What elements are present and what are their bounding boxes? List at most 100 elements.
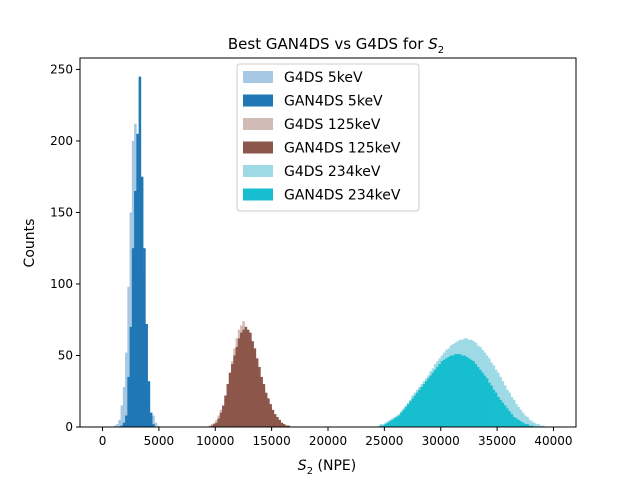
x-tick-label: 30000 [422, 434, 460, 448]
x-tick-label: 40000 [534, 434, 572, 448]
bar-gan4ds-5kev-10 [127, 376, 130, 427]
bar-g4ds-234kev-67 [528, 419, 532, 427]
bar-gan4ds-5kev-14 [136, 133, 139, 428]
bar-g4ds-5kev-6 [118, 419, 121, 427]
bar-g4ds-234kev-66 [526, 416, 529, 427]
bar-gan4ds-234kev-27 [438, 364, 442, 427]
bar-gan4ds-125kev-2 [213, 424, 216, 427]
bar-g4ds-234kev-64 [521, 412, 525, 427]
bar-gan4ds-5kev-13 [134, 191, 137, 427]
legend-label-gan4ds-125kev: GAN4DS 125keV [284, 141, 401, 157]
bar-gan4ds-234kev-18 [418, 389, 421, 427]
bar-gan4ds-234kev-4 [386, 422, 390, 427]
bar-g4ds-234kev-63 [519, 409, 523, 427]
bar-gan4ds-234kev-55 [501, 402, 505, 427]
bar-gan4ds-125kev-9 [228, 372, 232, 427]
bar-gan4ds-234kev-41 [470, 359, 473, 427]
x-tick-label: 5000 [144, 434, 175, 448]
bar-gan4ds-234kev-23 [429, 375, 432, 427]
bar-gan4ds-125kev-1 [210, 425, 214, 427]
bar-g4ds-234kev-73 [542, 425, 545, 427]
bar-gan4ds-234kev-32 [449, 355, 453, 427]
bar-gan4ds-125kev-20 [253, 348, 257, 427]
bar-g4ds-5kev-21 [152, 415, 155, 427]
bar-g4ds-234kev-69 [533, 422, 536, 427]
bar-gan4ds-234kev-57 [506, 408, 509, 427]
bar-gan4ds-125kev-24 [262, 384, 266, 427]
bar-gan4ds-234kev-11 [402, 409, 405, 427]
bar-g4ds-5kev-5 [116, 424, 119, 427]
bar-gan4ds-234kev-3 [384, 424, 387, 427]
bar-gan4ds-5kev-16 [140, 176, 144, 427]
bar-gan4ds-5kev-17 [143, 248, 146, 427]
bar-gan4ds-125kev-33 [282, 424, 286, 427]
bar-gan4ds-125kev-3 [215, 422, 218, 427]
bar-gan4ds-5kev-21 [152, 424, 155, 427]
y-tick-label: 50 [58, 348, 73, 362]
bar-g4ds-234kev-72 [539, 425, 543, 427]
bar-gan4ds-125kev-31 [278, 419, 281, 427]
bar-gan4ds-234kev-26 [436, 366, 439, 427]
bar-gan4ds-234kev-40 [467, 358, 471, 427]
bar-gan4ds-125kev-12 [235, 346, 239, 427]
series-gan4ds-234kev [379, 354, 534, 427]
bar-g4ds-234kev-68 [530, 421, 534, 427]
bar-g4ds-234kev-62 [517, 406, 520, 427]
bar-gan4ds-125kev-10 [231, 364, 234, 427]
bar-gan4ds-234kev-9 [397, 415, 401, 427]
series-gan4ds-5kev [120, 76, 155, 428]
bar-gan4ds-5kev-12 [131, 248, 135, 427]
bar-gan4ds-5kev-7 [120, 425, 124, 427]
bar-gan4ds-5kev-15 [138, 76, 142, 427]
bar-gan4ds-234kev-2 [382, 425, 385, 427]
bar-gan4ds-234kev-46 [481, 372, 484, 427]
bar-g4ds-5kev-9 [125, 352, 128, 427]
bar-gan4ds-125kev-17 [246, 329, 250, 427]
legend-swatch-g4ds-5kev [243, 71, 273, 83]
bar-gan4ds-234kev-17 [415, 392, 419, 427]
y-axis-label: Counts [22, 219, 38, 268]
bar-gan4ds-125kev-27 [269, 404, 272, 427]
bar-gan4ds-125kev-6 [222, 405, 225, 427]
bar-gan4ds-234kev-44 [476, 366, 480, 427]
y-tick-label: 150 [50, 205, 73, 219]
bar-gan4ds-234kev-7 [393, 418, 396, 427]
bar-gan4ds-125kev-26 [267, 398, 270, 427]
axes: 0 5000 10000 15000 20000 25000 30000 35000 40000… [50, 57, 577, 448]
bar-gan4ds-125kev-35 [287, 425, 290, 427]
bar-gan4ds-234kev-68 [530, 425, 534, 427]
bar-gan4ds-234kev-22 [427, 378, 430, 427]
bar-gan4ds-234kev-38 [463, 355, 466, 427]
bar-gan4ds-234kev-33 [452, 355, 455, 427]
bar-gan4ds-234kev-14 [409, 401, 412, 427]
y-tick-label: 100 [50, 277, 73, 291]
bar-g4ds-5kev-7 [120, 405, 124, 427]
bar-gan4ds-234kev-62 [517, 419, 520, 427]
bar-g4ds-5kev-10 [127, 286, 130, 427]
bar-g4ds-234kev-57 [506, 389, 509, 427]
bar-gan4ds-5kev-11 [129, 326, 133, 427]
bar-gan4ds-234kev-52 [494, 392, 498, 427]
bar-g4ds-234kev-0 [377, 425, 381, 427]
bar-gan4ds-125kev-28 [271, 409, 275, 427]
x-axis-label: S2 (NPE) [298, 458, 356, 477]
bar-gan4ds-125kev-5 [219, 412, 223, 427]
bar-gan4ds-234kev-53 [497, 396, 500, 427]
bar-gan4ds-234kev-10 [400, 412, 403, 427]
legend-label-gan4ds-5kev: GAN4DS 5keV [284, 94, 383, 110]
bar-gan4ds-234kev-47 [483, 375, 487, 427]
bar-gan4ds-234kev-21 [424, 381, 428, 427]
bar-g4ds-234kev-58 [508, 392, 511, 427]
bar-gan4ds-234kev-25 [433, 369, 437, 427]
bar-gan4ds-234kev-35 [456, 354, 460, 427]
bar-gan4ds-234kev-24 [431, 372, 435, 427]
y-tick-label: 250 [50, 62, 73, 76]
bar-gan4ds-125kev-4 [217, 418, 221, 427]
legend-swatch-g4ds-125kev [243, 118, 273, 130]
bar-g4ds-234kev-61 [515, 404, 518, 427]
legend-swatch-gan4ds-234kev [243, 188, 273, 201]
bar-gan4ds-234kev-20 [422, 384, 426, 427]
bar-gan4ds-234kev-58 [508, 411, 511, 427]
legend-label-g4ds-5kev: G4DS 5keV [284, 70, 363, 86]
